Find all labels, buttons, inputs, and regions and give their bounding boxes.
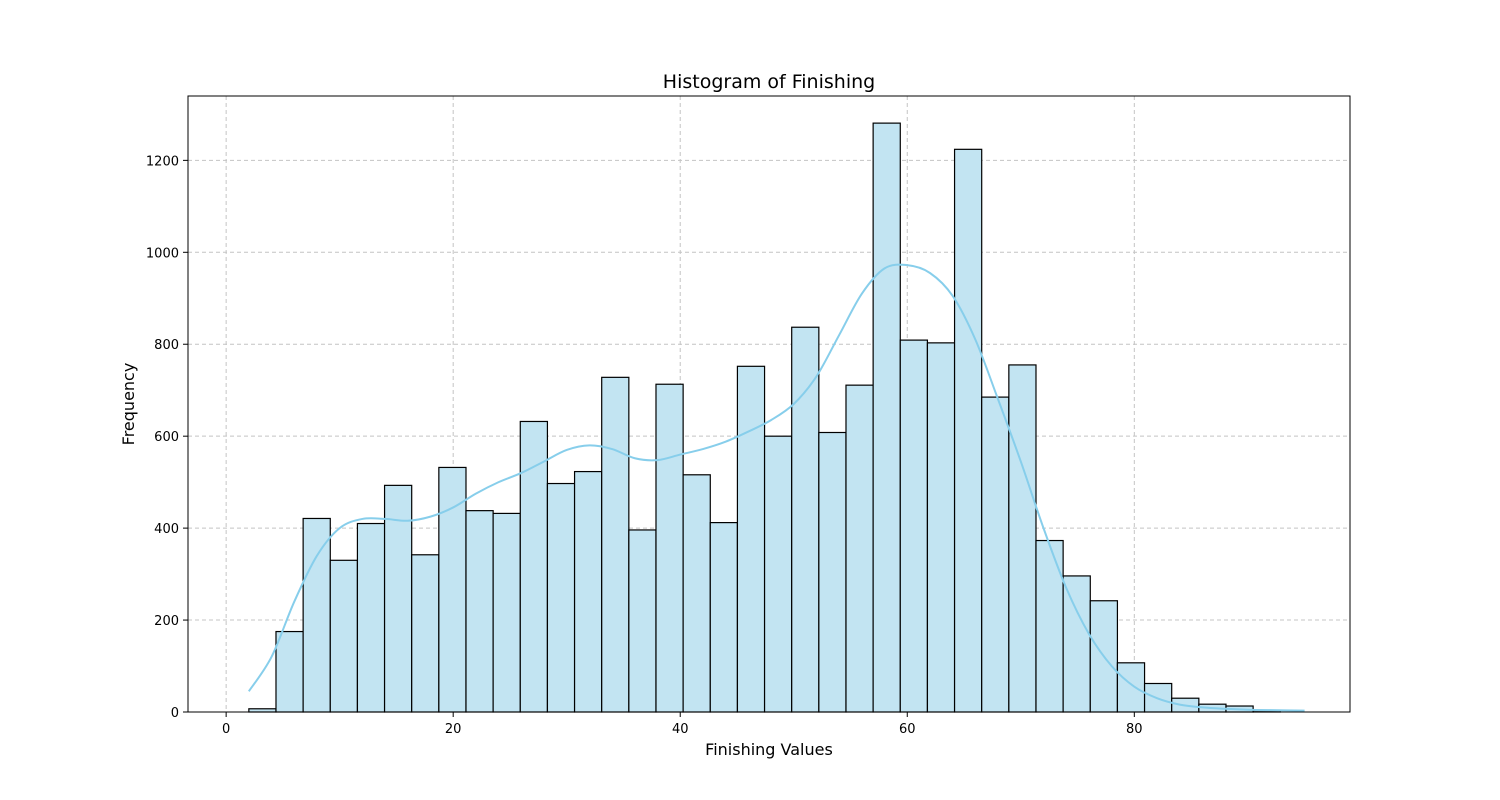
y-tick-label: 1200 bbox=[146, 154, 179, 169]
histogram-bar bbox=[791, 326, 820, 713]
histogram-bar bbox=[601, 376, 630, 713]
histogram-bar bbox=[1008, 364, 1037, 713]
histogram-bar bbox=[926, 342, 956, 713]
histogram-bar bbox=[981, 396, 1010, 713]
histogram-bar bbox=[438, 466, 467, 713]
y-tick-label: 600 bbox=[154, 430, 179, 445]
histogram-bar bbox=[655, 383, 684, 713]
histogram-bar bbox=[1116, 662, 1146, 713]
histogram-bar bbox=[573, 470, 603, 713]
histogram-bar bbox=[411, 554, 440, 713]
histogram-bar bbox=[736, 365, 766, 713]
histogram-bar bbox=[899, 339, 929, 713]
chart-title: Histogram of Finishing bbox=[663, 71, 875, 93]
histogram-bar bbox=[682, 474, 711, 713]
y-tick-label: 1000 bbox=[146, 246, 179, 261]
x-tick-label: 80 bbox=[1126, 722, 1143, 737]
histogram-bar bbox=[465, 510, 494, 713]
kde-curve bbox=[248, 263, 1305, 712]
histogram-bar bbox=[546, 482, 576, 713]
histogram-bar bbox=[953, 148, 983, 713]
plot-frame bbox=[187, 95, 1351, 713]
y-axis-title: Frequency bbox=[119, 363, 138, 446]
histogram-bar bbox=[275, 630, 304, 713]
y-tick-label: 800 bbox=[154, 338, 179, 353]
y-axis-ticks: 0 200 400 600 800 1000 1200 bbox=[146, 154, 188, 721]
y-tick-label: 400 bbox=[154, 522, 179, 537]
y-tick-label: 0 bbox=[171, 706, 179, 721]
x-tick-label: 60 bbox=[899, 722, 916, 737]
histogram-bar bbox=[519, 420, 549, 713]
y-tick-label: 200 bbox=[154, 614, 179, 629]
histogram-bar bbox=[628, 529, 657, 713]
histogram-bar bbox=[356, 522, 386, 713]
x-axis-title: Finishing Values bbox=[705, 740, 833, 759]
histogram-bar bbox=[329, 559, 359, 713]
histogram-bar bbox=[709, 522, 739, 713]
histogram-bars bbox=[248, 122, 1281, 713]
histogram-bar bbox=[302, 517, 331, 713]
histogram-bar bbox=[1035, 539, 1064, 713]
histogram-bar bbox=[845, 384, 874, 713]
x-tick-label: 20 bbox=[445, 722, 462, 737]
x-axis-ticks: 0 20 40 60 80 bbox=[222, 712, 1143, 737]
histogram-bar bbox=[1062, 575, 1091, 713]
histogram-bar bbox=[818, 431, 847, 713]
x-tick-label: 0 bbox=[222, 722, 230, 737]
x-tick-label: 40 bbox=[672, 722, 689, 737]
histogram-bar bbox=[872, 122, 901, 713]
histogram-bar bbox=[763, 435, 793, 713]
histogram-bar bbox=[492, 512, 521, 713]
